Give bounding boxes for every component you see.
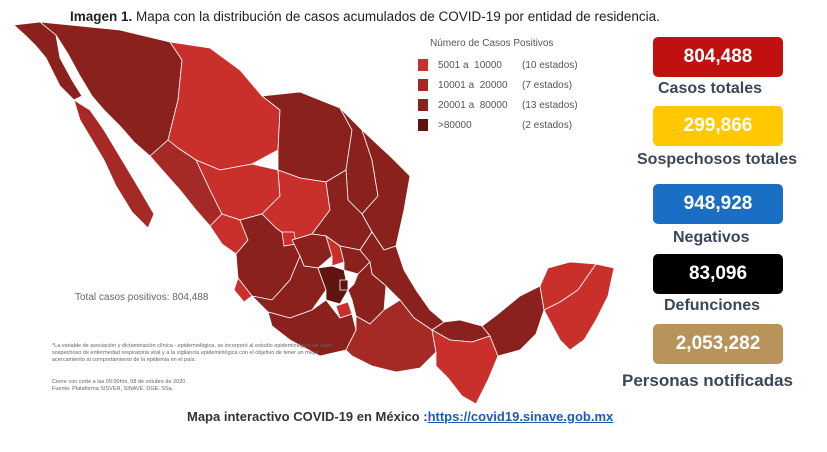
caption-prefix: Imagen 1.: [70, 9, 133, 24]
state-colima: [233, 277, 253, 303]
state-oaxaca: [345, 299, 437, 373]
state-sonora: [38, 21, 183, 157]
state-baja-california-sur: [73, 99, 155, 229]
stat-box-notified: 2,053,282: [653, 324, 783, 364]
footnote: *La variable de asociación y dictaminaci…: [52, 343, 332, 363]
state-queretaro: [325, 234, 345, 267]
state-chiapas: [431, 329, 499, 405]
legend-range: >80000: [438, 119, 472, 131]
legend-item: 5001 a 10000 (10 estados): [418, 55, 578, 75]
cutoff-note: Cierre con corte a las 09:00hrs, 08 de o…: [52, 379, 185, 393]
stat-value-notified: 2,053,282: [675, 333, 761, 354]
figure-caption: Imagen 1. Mapa con la distribución de ca…: [70, 9, 660, 24]
state-mexico: [317, 265, 349, 305]
stat-label-notified: Personas notificadas: [622, 371, 794, 390]
stat-value-total-cases: 804,488: [683, 46, 753, 67]
state-chihuahua: [167, 41, 281, 171]
stat-value-deaths: 83,096: [688, 263, 748, 284]
stat-label-suspected: Sospechosos totales: [637, 151, 798, 168]
stat-value-suspected: 299,866: [683, 115, 753, 136]
stat-label-negatives: Negativos: [673, 229, 750, 246]
stat-box-deaths: 83,096: [653, 254, 783, 294]
legend-item: 10001 a 20000 (7 estados): [418, 75, 578, 95]
map-legend: Número de Casos Positivos 5001 a 10000 (1…: [418, 38, 578, 135]
legend-title: Número de Casos Positivos: [430, 38, 554, 49]
legend-swatch: [418, 99, 428, 111]
interactive-map-link[interactable]: https://covid19.sinave.gob.mx: [427, 409, 614, 424]
legend-count: (10 estados): [522, 59, 578, 71]
legend-item: 20001 a 80000 (13 estados): [418, 95, 578, 115]
source-text: Fuente: Plataforma SISVER, SINAVE, DGE, …: [52, 386, 174, 392]
stat-value-negatives: 948,928: [683, 193, 753, 214]
legend-count: (2 estados): [522, 119, 573, 131]
state-guerrero: [267, 299, 357, 357]
stat-box-suspected: 299,866: [653, 106, 783, 146]
state-cdmx: [339, 279, 349, 291]
stat-box-total-cases: 804,488: [653, 37, 783, 77]
stat-label-deaths: Defunciones: [664, 297, 761, 314]
legend-range: 5001 a 10000: [438, 59, 502, 71]
legend-range: 10001 a 20000: [438, 79, 508, 91]
legend-count: (7 estados): [522, 79, 573, 91]
footer: Mapa interactivo COVID-19 en México :htt…: [187, 409, 613, 424]
footer-text: Mapa interactivo COVID-19 en México :: [187, 409, 428, 424]
total-cases-label: Total casos positivos: 804,488: [75, 292, 209, 303]
state-quintana-roo: [543, 263, 615, 351]
stat-label-total-cases: Casos totales: [658, 80, 763, 97]
legend-swatch: [418, 119, 428, 131]
caption-text: Mapa con la distribución de casos acumul…: [136, 9, 660, 24]
legend-count: (13 estados): [522, 99, 578, 111]
state-campeche: [481, 285, 545, 357]
legend-swatch: [418, 59, 428, 71]
cutoff-text: Cierre con corte a las 09:00hrs, 08 de o…: [52, 379, 186, 385]
legend-swatch: [418, 79, 428, 91]
legend-item: >80000 (2 estados): [418, 115, 578, 135]
legend-range: 20001 a 80000: [438, 99, 508, 111]
stat-box-negatives: 948,928: [653, 184, 783, 224]
